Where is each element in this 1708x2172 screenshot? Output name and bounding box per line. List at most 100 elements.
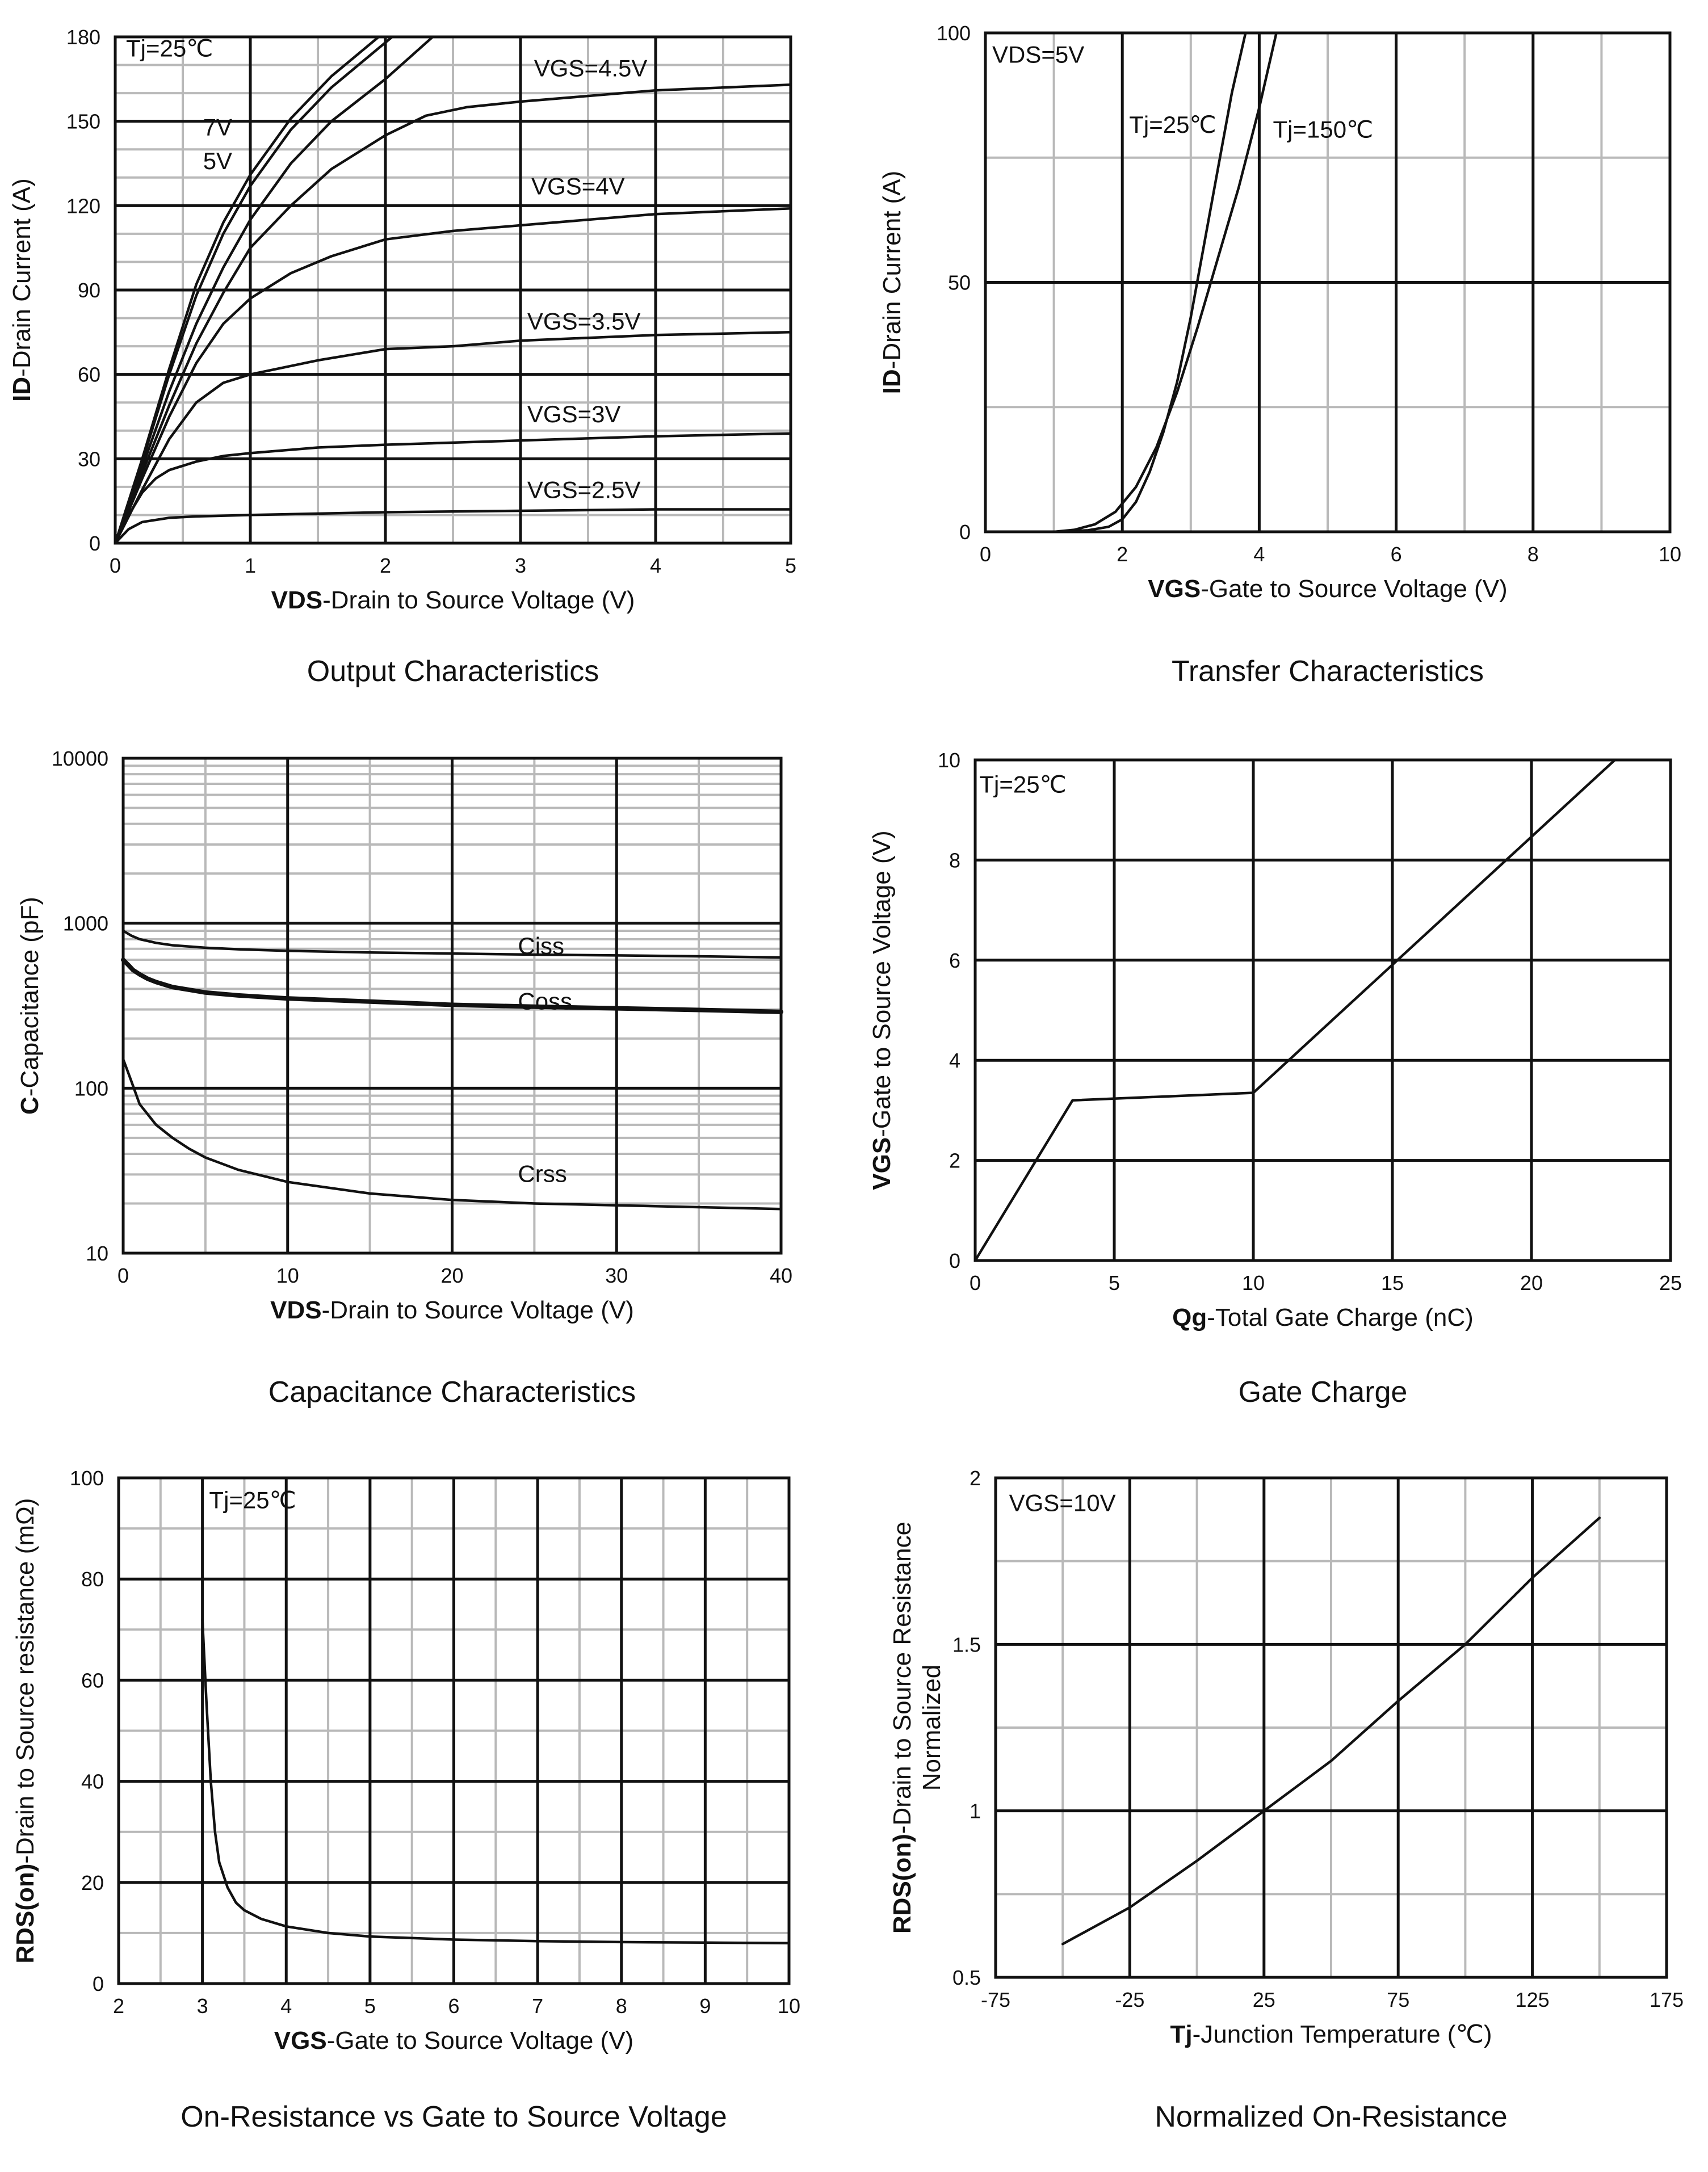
series-line-vgs-5v [114,35,434,545]
gatecharge-x-axis-label: Qg-Total Gate Charge (nC) [1172,1304,1474,1331]
x-tick-label: 3 [197,1994,208,2018]
x-tick-label: 5 [785,554,796,577]
x-tick-label: 0 [980,543,991,566]
y-tick-label: 120 [66,194,100,217]
y-tick-label: 100 [74,1077,108,1100]
x-tick-label: 1 [245,554,256,577]
capacitance-y-axis-label: C-Capacitance (pF) [16,897,44,1115]
x-axis-label-text: -Gate to Source Voltage (V) [1201,575,1508,603]
series-line-crss [121,1057,783,1211]
x-tick-label: 6 [1391,543,1402,566]
y-axis-label-text: -Gate to Source Voltage (V) [868,830,896,1137]
series-line-vgs-4-5v [114,83,792,545]
normres-y-axis-label-line2: Normalized [918,1665,946,1791]
output-panel-title: Output Characteristics [307,655,599,688]
x-tick-label: 20 [440,1264,463,1287]
gatecharge-plot-frame [973,758,1672,1262]
series-line-vgs-10v [114,35,380,545]
y-tick-label: 100 [937,22,971,45]
y-tick-label: 100 [70,1467,104,1490]
x-tick-label: 40 [770,1264,792,1287]
gatecharge-minor-grid [975,760,1671,1261]
series-label: Crss [518,1161,566,1187]
x-tick-label: 175 [1650,1988,1684,2011]
y-axis-label-symbol: RDS(on) [888,1834,916,1934]
x-axis-label-text: -Drain to Source Voltage (V) [322,1296,634,1324]
y-tick-label: 1000 [63,912,108,935]
x-tick-label: 8 [1527,543,1539,566]
y-axis-label-symbol: RDS(on) [11,1864,39,1964]
x-tick-label: 5 [364,1994,376,2018]
capacitance-chart: 0 10 20 30 40 10 100 1000 10000 VDS-Drain to Sour… [16,747,792,1409]
x-tick-label: 5 [1109,1271,1120,1295]
y-tick-label: 0 [959,520,971,544]
y-axis-label-symbol: VGS [868,1137,896,1190]
y-tick-label: 1 [970,1800,981,1823]
x-tick-label: 10 [1242,1271,1265,1295]
capacitance-panel-title: Capacitance Characteristics [268,1376,636,1409]
x-tick-label: 125 [1516,1988,1550,2011]
y-tick-label: 2 [949,1149,960,1173]
y-axis-label-text: -Drain to Source resistance (mΩ) [11,1498,39,1863]
gatecharge-panel-title: Gate Charge [1239,1376,1408,1409]
series-label: Tj=150℃ [1273,116,1374,143]
series-label: VGS=3.5V [527,308,641,334]
normres-x-axis-label: Tj-Junction Temperature (℃) [1170,2020,1492,2048]
y-tick-label: 6 [949,949,960,972]
chart-annotation: 5V [203,148,232,174]
x-axis-label-text: -Drain to Source Voltage (V) [322,586,635,614]
y-tick-label: 60 [78,363,100,386]
x-tick-label: 7 [532,1994,543,2018]
transfer-plot-frame [984,31,1672,533]
y-tick-label: 10000 [52,747,108,770]
x-axis-label-symbol: VGS [274,2027,327,2055]
series-label: Ciss [518,932,564,959]
x-tick-label: 6 [448,1994,459,2018]
x-axis-label-symbol: Qg [1172,1304,1207,1331]
series-label: Coss [518,988,572,1015]
chart-annotation: Tj=25℃ [126,35,213,62]
x-tick-label: 25 [1253,1988,1275,2011]
normres-plot-frame [994,1476,1668,1979]
y-tick-label: 80 [81,1568,104,1591]
y-axis-label-symbol: ID [8,377,36,402]
series-label: VGS=3V [527,401,621,427]
output-x-axis-label: VDS-Drain to Source Voltage (V) [271,586,635,614]
x-tick-label: 0 [110,554,121,577]
x-axis-label-symbol: VDS [270,1296,321,1324]
x-tick-label: 75 [1387,1988,1409,2011]
y-tick-label: 0 [949,1249,960,1272]
y-tick-label: 0.5 [952,1966,981,1989]
y-axis-label-text: -Drain Current (A) [8,178,36,377]
chart-annotation: Tj=25℃ [979,771,1066,797]
x-tick-label: 4 [280,1994,292,2018]
x-tick-label: 20 [1520,1271,1543,1295]
y-tick-label: 90 [78,279,100,302]
x-tick-label: 2 [113,1994,124,2018]
x-tick-label: 25 [1659,1271,1682,1295]
y-axis-label-symbol: ID [878,369,906,394]
normres-y-axis-label: RDS(on)-Drain to Source Resistance [888,1522,916,1934]
x-axis-label-symbol: VDS [271,586,322,614]
y-tick-label: 50 [948,271,971,295]
chart-annotation: VDS=5V [992,41,1084,68]
x-tick-label: 10 [778,1994,800,2018]
series-line-ciss [121,929,783,959]
y-tick-label: 60 [81,1669,104,1692]
x-tick-label: 9 [699,1994,711,2018]
x-axis-label-text: -Gate to Source Voltage (V) [327,2027,634,2055]
x-tick-label: 10 [1659,543,1681,566]
chart-annotation: VGS=10V [1009,1490,1116,1516]
onres-y-axis-label: RDS(on)-Drain to Source resistance (mΩ) [11,1498,39,1963]
series-label: Tj=25℃ [1129,111,1216,138]
gatecharge-y-axis-label: VGS-Gate to Source Voltage (V) [868,830,896,1190]
y-tick-label: 8 [949,848,960,872]
normres-chart: -75 -25 25 75 125 175 0.5 1 1.5 2 Tj-Junction Temp… [888,1467,1684,2133]
x-tick-label: 10 [276,1264,299,1287]
x-tick-label: 2 [1117,543,1128,566]
x-tick-label: 4 [1253,543,1265,566]
y-tick-label: 0 [89,532,100,555]
